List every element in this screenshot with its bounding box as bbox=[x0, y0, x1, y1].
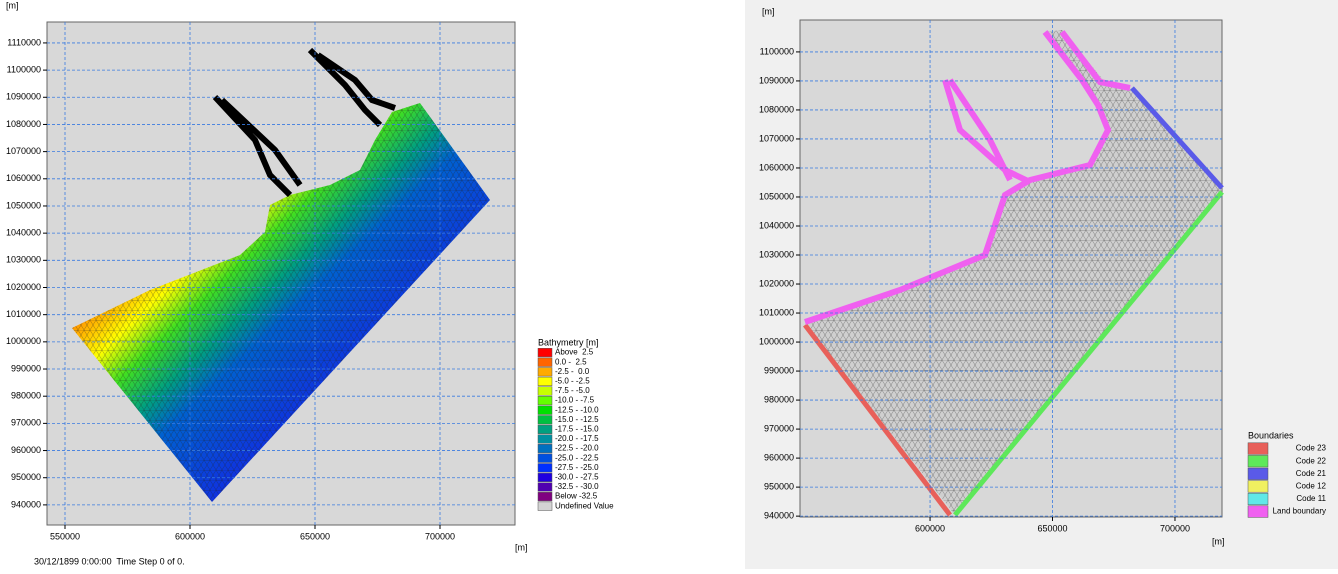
legend-label: -5.0 - -2.5 bbox=[555, 377, 590, 386]
x-unit: [m] bbox=[515, 542, 528, 552]
legend-swatch bbox=[538, 358, 552, 367]
y-tick-label: 1000000 bbox=[759, 336, 794, 346]
y-tick-label: 1070000 bbox=[6, 146, 41, 156]
legend-swatch bbox=[538, 368, 552, 377]
screen: [m] [m] 30/12/1899 0:00:00 Time Step 0 o… bbox=[0, 0, 1338, 569]
legend-label: Undefined Value bbox=[555, 501, 614, 510]
legend-swatch bbox=[538, 435, 552, 444]
legend-swatch bbox=[538, 348, 552, 357]
y-tick-label: 1100000 bbox=[760, 46, 794, 56]
y-tick-label: 1050000 bbox=[6, 200, 41, 210]
y-tick-label: 990000 bbox=[11, 363, 41, 373]
x-tick-label: 700000 bbox=[425, 531, 455, 541]
y-tick-label: 1050000 bbox=[759, 191, 794, 201]
legend-swatch bbox=[538, 502, 552, 511]
x-tick-label: 600000 bbox=[915, 523, 945, 533]
legend-label: -10.0 - -7.5 bbox=[555, 396, 595, 405]
y-tick-label: 980000 bbox=[764, 394, 794, 404]
legend-label: -20.0 - -17.5 bbox=[555, 434, 599, 443]
y-tick-label: 1020000 bbox=[759, 278, 794, 288]
legend-label: -27.5 - -25.0 bbox=[555, 463, 599, 472]
y-tick-label: 1010000 bbox=[6, 309, 41, 319]
y-tick-label: 1030000 bbox=[759, 249, 794, 259]
legend-swatch bbox=[538, 492, 552, 501]
y-tick-label: 950000 bbox=[764, 481, 794, 491]
legend-label: 0.0 - 2.5 bbox=[555, 357, 587, 366]
y-tick-label: 1090000 bbox=[6, 92, 41, 102]
x-tick-label: 600000 bbox=[175, 531, 205, 541]
y-tick-label: 1010000 bbox=[759, 307, 794, 317]
y-tick-label: 940000 bbox=[11, 499, 41, 509]
legend-label: Below -32.5 bbox=[555, 492, 598, 501]
legend-label: -32.5 - -30.0 bbox=[555, 482, 599, 491]
y-tick-label: 1030000 bbox=[6, 255, 41, 265]
y-tick-label: 1110000 bbox=[7, 37, 41, 47]
legend-label: Code 11 bbox=[1296, 494, 1326, 503]
y-tick-label: 1040000 bbox=[6, 228, 41, 238]
y-tick-label: 1060000 bbox=[6, 173, 41, 183]
legend-swatch bbox=[1248, 493, 1268, 505]
y-tick-label: 960000 bbox=[764, 452, 794, 462]
y-tick-label: 1100000 bbox=[7, 64, 41, 74]
y-tick-label: 1080000 bbox=[759, 104, 794, 114]
legend-swatch bbox=[538, 444, 552, 453]
legend-swatch bbox=[538, 377, 552, 386]
legend-swatch bbox=[1248, 443, 1268, 455]
legend-swatch bbox=[538, 483, 552, 492]
legend-swatch bbox=[538, 425, 552, 434]
legend-swatch bbox=[538, 454, 552, 463]
legend-swatch bbox=[538, 396, 552, 405]
y-tick-label: 1080000 bbox=[6, 119, 41, 129]
x-tick-label: 700000 bbox=[1160, 523, 1190, 533]
legend-label: Code 23 bbox=[1296, 444, 1327, 453]
legend-label: Land boundary bbox=[1273, 507, 1326, 516]
legend-swatch bbox=[1248, 468, 1268, 480]
y-tick-label: 1090000 bbox=[759, 75, 794, 85]
x-unit: [m] bbox=[1212, 536, 1225, 546]
legend-swatch bbox=[538, 464, 552, 473]
y-tick-label: 960000 bbox=[11, 445, 41, 455]
legend-label: -25.0 - -22.5 bbox=[555, 453, 599, 462]
legend-label: Code 22 bbox=[1296, 456, 1327, 465]
legend-title: Boundaries bbox=[1248, 430, 1294, 440]
legend-label: Code 12 bbox=[1296, 482, 1327, 491]
legend-label: Above 2.5 bbox=[555, 348, 594, 357]
y-tick-label: 970000 bbox=[11, 418, 41, 428]
y-tick-label: 970000 bbox=[764, 423, 794, 433]
y-tick-label: 940000 bbox=[764, 511, 794, 521]
legend-label: Code 21 bbox=[1296, 469, 1327, 478]
x-tick-label: 550000 bbox=[50, 531, 80, 541]
y-tick-label: 1060000 bbox=[759, 162, 794, 172]
legend-label: -22.5 - -20.0 bbox=[555, 444, 599, 453]
legend-label: -17.5 - -15.0 bbox=[555, 425, 599, 434]
y-tick-label: 1040000 bbox=[759, 220, 794, 230]
status: 30/12/1899 0:00:00 Time Step 0 of 0. bbox=[34, 556, 185, 566]
y-tick-label: 1000000 bbox=[6, 336, 41, 346]
y-tick-label: 1020000 bbox=[6, 282, 41, 292]
legend-swatch bbox=[1248, 481, 1268, 493]
legend-swatch bbox=[538, 416, 552, 425]
legend-swatch bbox=[538, 406, 552, 415]
y-tick-label: 1070000 bbox=[759, 133, 794, 143]
y-unit: [m] bbox=[762, 6, 775, 16]
legend-title: Bathymetry [m] bbox=[538, 337, 599, 347]
y-tick-label: 950000 bbox=[11, 472, 41, 482]
y-tick-label: 990000 bbox=[764, 365, 794, 375]
legend-label: -15.0 - -12.5 bbox=[555, 415, 599, 424]
legend-swatch bbox=[538, 387, 552, 396]
y-unit: [m] bbox=[6, 0, 19, 10]
legend-swatch bbox=[1248, 506, 1268, 518]
legend-label: -2.5 - 0.0 bbox=[555, 367, 590, 376]
legend-label: -7.5 - -5.0 bbox=[555, 386, 590, 395]
x-tick-label: 650000 bbox=[300, 531, 330, 541]
legend-label: -30.0 - -27.5 bbox=[555, 473, 599, 482]
x-tick-label: 650000 bbox=[1037, 523, 1067, 533]
legend-swatch bbox=[538, 473, 552, 482]
legend-label: -12.5 - -10.0 bbox=[555, 405, 599, 414]
legend-swatch bbox=[1248, 455, 1268, 467]
y-tick-label: 980000 bbox=[11, 391, 41, 401]
